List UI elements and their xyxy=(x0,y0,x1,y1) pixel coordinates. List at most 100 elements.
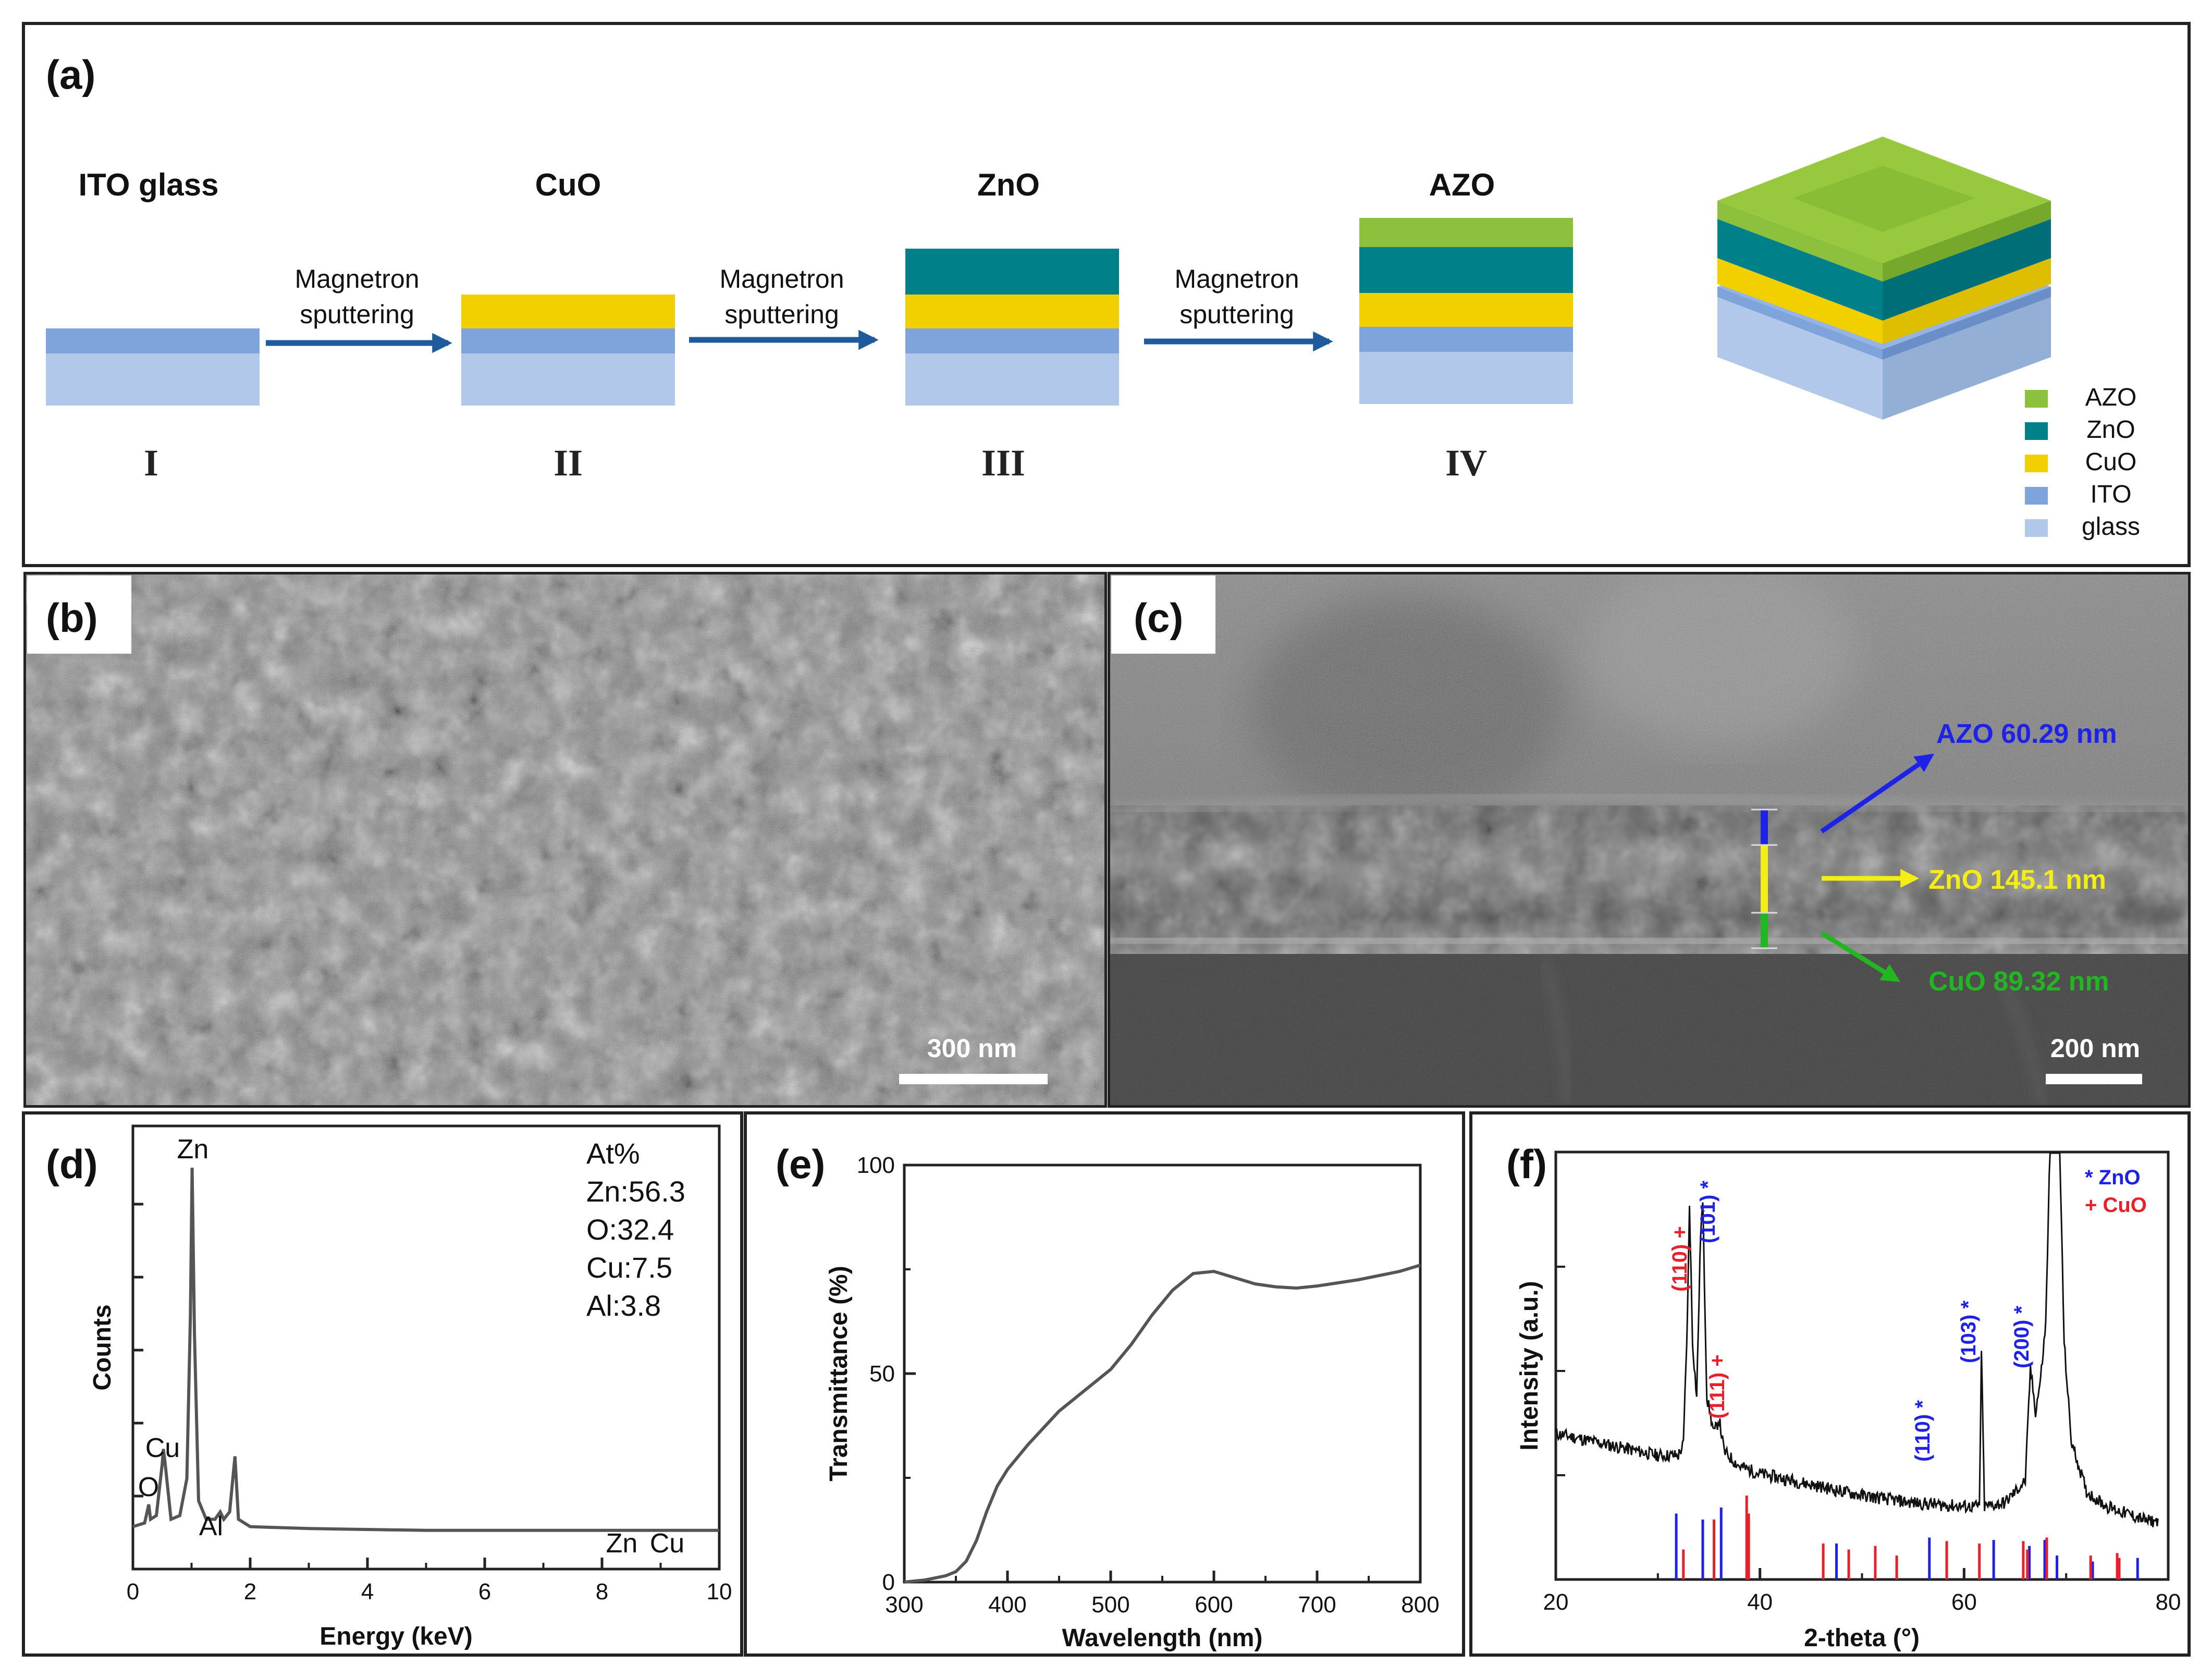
eds-x-tick-label: 4 xyxy=(361,1579,374,1604)
panel-b-tag: (b) xyxy=(46,595,98,641)
transmittance-x-axis-label: Wavelength (nm) xyxy=(1062,1624,1263,1652)
transmittance-x-tick-label: 700 xyxy=(1298,1592,1336,1618)
panel-b-tag-bg xyxy=(27,575,131,654)
stack-stage-2 xyxy=(461,295,675,406)
transmittance-y-axis-label: Transmittance (%) xyxy=(825,1266,853,1481)
arrow-3-label-line1: Magnetron xyxy=(1174,264,1299,293)
stage-1-title: ITO glass xyxy=(78,167,218,202)
zno-layer xyxy=(1359,247,1573,293)
transmittance-x-tick-label: 300 xyxy=(885,1592,923,1618)
transmittance-y-tick-label: 0 xyxy=(882,1570,895,1595)
xrd-pattern-line xyxy=(1555,1152,2159,1527)
zno-layer xyxy=(905,249,1119,295)
eds-spectrum-line xyxy=(132,1167,719,1532)
panel-a: (a) ITO glass CuO ZnO AZO xyxy=(22,22,2191,567)
glass-layer xyxy=(46,353,260,406)
stage-4-numeral: IV xyxy=(1445,442,1487,484)
legend-swatch-glass xyxy=(2025,519,2048,537)
azo-layer xyxy=(1359,218,1573,247)
glass-layer xyxy=(905,353,1119,406)
arrow-1-label-line2: sputtering xyxy=(300,300,414,329)
eds-x-tick-label: 8 xyxy=(596,1579,608,1604)
xrd-peak-label-zno-110: (110) * xyxy=(1911,1400,1934,1462)
legend-swatch-zno xyxy=(2025,422,2048,440)
composition-title: At% xyxy=(586,1137,640,1170)
panel-b: (b) 300 nm xyxy=(23,572,1107,1108)
stage-1-numeral: I xyxy=(144,442,158,484)
sem-cross-section-image xyxy=(1110,574,2188,1105)
eds-x-tick-label: 10 xyxy=(707,1579,732,1604)
eds-peak-label-cu: Cu xyxy=(145,1433,180,1463)
stack-stage-4 xyxy=(1359,218,1573,404)
panel-c-tag-bg xyxy=(1111,575,1215,654)
composition-o: O:32.4 xyxy=(586,1213,674,1246)
eds-peak-label-cu-l: Cu xyxy=(650,1528,684,1559)
stack-stage-3 xyxy=(905,249,1119,406)
panel-b-scale-bar xyxy=(899,1074,1048,1084)
ito-layer xyxy=(1359,327,1573,352)
zno-thickness-bar xyxy=(1761,845,1768,913)
legend-label-azo: AZO xyxy=(2085,384,2137,411)
xrd-x-tick-labels: 20 40 60 80 xyxy=(1543,1589,2181,1615)
panel-b-scale-bar-label: 300 nm xyxy=(927,1034,1017,1063)
eds-peak-label-al: Al xyxy=(199,1511,223,1541)
eds-peak-label-o: O xyxy=(138,1472,159,1502)
layer-legend: AZO ZnO CuO ITO glass xyxy=(2025,384,2140,541)
ito-layer xyxy=(905,328,1119,353)
cuo-arrow xyxy=(1820,931,1901,982)
arrow-2-label-line2: sputtering xyxy=(724,300,839,329)
panel-e: (e) 300 400 500 600 700 800 0 50 100 Transmitta… xyxy=(744,1111,1465,1657)
eds-x-tick-label: 2 xyxy=(244,1579,256,1604)
eds-peak-label-zn: Zn xyxy=(177,1134,209,1165)
xrd-peak-label-zno-103: (103) * xyxy=(1957,1301,1980,1363)
panel-d-tag: (d) xyxy=(46,1141,98,1187)
legend-label-zno: ZnO xyxy=(2086,416,2135,444)
eds-x-tick-label: 0 xyxy=(127,1579,139,1604)
glass-layer xyxy=(461,353,675,406)
composition-cu: Cu:7.5 xyxy=(586,1251,672,1284)
legend-label-ito: ITO xyxy=(2090,481,2131,508)
xrd-x-axis-label: 2-theta (°) xyxy=(1804,1624,1920,1652)
legend-label-glass: glass xyxy=(2082,513,2140,541)
xrd-ticks xyxy=(1554,1266,2170,1579)
xrd-peak-label-cuo-110: (110) + xyxy=(1668,1226,1691,1292)
xrd-peak-label-zno-200: (200) * xyxy=(2010,1306,2033,1368)
cuo-thickness-bar xyxy=(1761,913,1768,948)
transmittance-x-tick-label: 400 xyxy=(988,1592,1026,1618)
transmittance-x-tick-label: 600 xyxy=(1195,1592,1233,1618)
azo-thickness-label: AZO 60.29 nm xyxy=(1936,719,2117,749)
ito-layer xyxy=(46,328,260,353)
panel-c-scale-bar xyxy=(2046,1074,2142,1084)
transmittance-y-tick-label: 100 xyxy=(857,1153,895,1178)
stage-2-numeral: II xyxy=(554,442,583,484)
panel-e-tag: (e) xyxy=(776,1141,825,1187)
stack-stage-1 xyxy=(46,328,260,406)
panel-a-tag: (a) xyxy=(46,52,95,97)
eds-peak-label-zn-l: Zn xyxy=(606,1528,638,1559)
xrd-x-tick-label: 40 xyxy=(1747,1589,1773,1615)
transmittance-x-tick-label: 800 xyxy=(1401,1592,1439,1618)
transmittance-x-tick-label: 500 xyxy=(1091,1592,1129,1618)
stage-2-title: CuO xyxy=(535,167,601,202)
eds-x-axis-label: Energy (keV) xyxy=(319,1623,472,1650)
xrd-peak-label-cuo-111: (111) + xyxy=(1706,1354,1729,1418)
arrow-3-label-line2: sputtering xyxy=(1179,300,1294,329)
thickness-markers xyxy=(1751,809,1777,949)
transmittance-y-tick-label: 50 xyxy=(869,1361,895,1387)
cuo-layer xyxy=(905,295,1119,328)
process-arrow-1: Magnetron sputtering xyxy=(266,264,452,353)
cuo-layer xyxy=(461,295,675,328)
eds-ticks xyxy=(131,1203,721,1569)
legend-swatch-azo xyxy=(2025,390,2048,408)
glass-layer xyxy=(1359,352,1573,404)
transmittance-y-tick-labels: 0 50 100 xyxy=(857,1153,895,1595)
xrd-reference-sticks xyxy=(1675,1496,2139,1579)
stage-3-title: ZnO xyxy=(977,167,1040,202)
panel-c-tag: (c) xyxy=(1134,595,1183,641)
xrd-x-tick-label: 80 xyxy=(2156,1589,2181,1615)
transmittance-x-tick-labels: 300 400 500 600 700 800 xyxy=(885,1592,1439,1618)
composition-zn: Zn:56.3 xyxy=(586,1175,685,1208)
panel-c-scale-bar-label: 200 nm xyxy=(2050,1034,2140,1063)
